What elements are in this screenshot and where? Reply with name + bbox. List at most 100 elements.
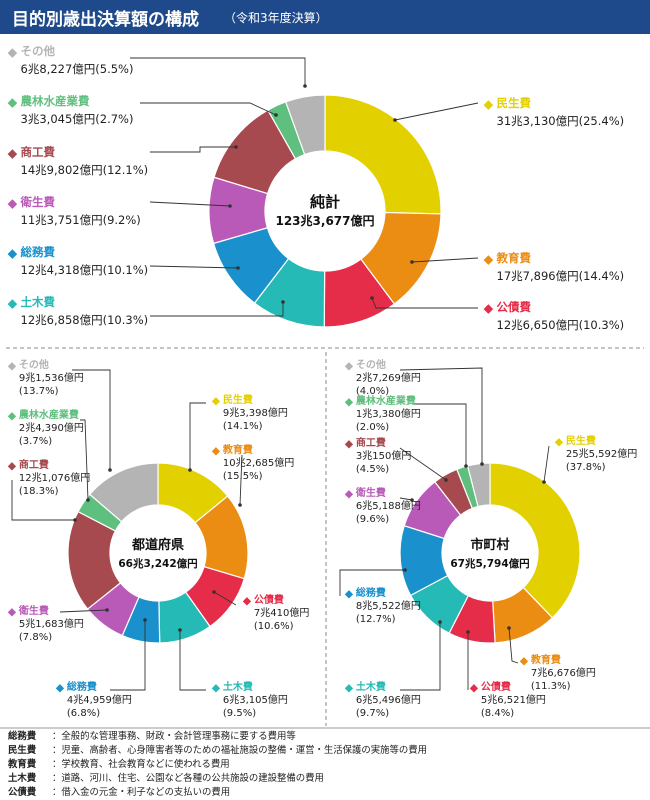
label-amount: 1兆3,380億円 [356,407,421,420]
center-total: 66兆3,242億円 [118,557,197,570]
leader-line-norin [412,403,467,466]
label-name: 教育費 [222,443,253,456]
slice-minsei [489,462,581,619]
leader-dot [281,300,285,304]
label-name: 農林水産業費 [356,394,416,407]
label-amount-percent: 11兆3,751億円(9.2%) [21,213,141,227]
label-minsei: 民生費 31兆3,130億円(25.4%) [483,96,625,128]
footnote-row: 総務費 ：全般的な管理事務、財政・会計管理事務に要する費用等 [8,731,296,742]
leader-dot [212,590,216,594]
leader-line-somu [110,620,146,691]
label-name: 民生費 [566,434,596,447]
diamond-icon [519,657,529,666]
leader-dot [507,626,511,630]
leader-dot [403,568,407,572]
leader-line-eisei [399,497,413,501]
diamond-icon [7,608,17,617]
label-norin: 農林水産業費 3兆3,045億円(2.7%) [7,94,134,126]
label-name: 総務費 [356,586,386,599]
label-name: 総務費 [21,245,56,259]
center-title: 純計 [310,193,340,211]
title-bar: 目的別歳出決算額の構成 （令和3年度決算） [0,0,650,34]
leader-dot [480,462,484,466]
leader-line-shoko [150,146,236,153]
label-percent: (18.3%) [19,486,59,497]
diamond-icon [7,199,18,209]
leader-dot [228,204,232,208]
label-name: 公債費 [497,300,532,314]
leader-line-kyoiku [411,257,479,263]
label-amount: 3兆150億円 [356,449,411,462]
leader-dot [410,498,414,502]
label-name: 民生費 [497,96,532,110]
leader-line-minsei [394,102,479,121]
label-amount-percent: 3兆3,045億円(2.7%) [21,112,134,126]
label-name: 商工費 [356,436,386,449]
label-percent: (4.5%) [356,464,389,475]
footnote-row: 公債費 ：借入金の元金・利子などの支払いの費用 [8,787,231,798]
leader-line-somu [339,569,405,596]
diamond-icon [344,590,354,599]
label-percent: (3.7%) [19,436,52,447]
label-amount: 2兆4,390億円 [19,421,84,434]
leader-dot [438,620,442,624]
leader-line-kosai [371,297,478,309]
leader-line-somu [149,265,239,269]
label-amount: 12兆1,076億円 [19,471,90,484]
label-percent: (9.6%) [356,514,389,525]
label-name: 衛生費 [18,604,49,617]
label-amount: 6兆5,496億円 [356,693,421,706]
leader-line-shoko [399,447,447,481]
label-amount-percent: 6兆8,227億円(5.5%) [21,62,134,76]
label-name: 商工費 [19,458,49,471]
leader-line-sonota [130,57,306,86]
donut-charts: 純計123兆3,677億円民生費31兆3,130億円(25.4%)教育費17兆7… [0,44,650,729]
center-total: 123兆3,677億円 [275,213,374,228]
label-amount-percent: 31兆3,130億円(25.4%) [497,114,625,128]
label-percent: (9.7%) [356,708,389,719]
leader-line-norin [80,419,89,501]
diamond-icon [7,362,17,371]
label-eisei: 衛生費 11兆3,751億円(9.2%) [7,195,141,227]
diamond-icon [55,684,65,693]
label-kosai: 公債費 12兆6,650億円(10.3%) [483,300,625,332]
footnote-row: 土木費 ：道路、河川、住宅、公園など各種の公共施設の建設整備の費用 [8,773,324,784]
label-name: 公債費 [481,680,511,693]
leader-dot [188,468,192,472]
donut-chart-1: 純計 123兆3,677億円 民生費 31兆3,130億円(25.4%) 教育費 17兆7… [7,44,625,332]
label-name: 土木費 [356,680,386,693]
label-kyoiku: 教育費 17兆7,896億円(14.4%) [483,251,624,283]
slice-sonota [284,94,326,156]
label-amount-percent: 12兆4,318億円(10.1%) [21,263,149,277]
label-amount: 2兆7,269億円 [356,371,421,384]
leader-line-minsei [543,445,550,483]
diamond-icon [483,255,494,265]
slice-sonota [88,462,159,523]
diamond-icon [7,149,18,159]
footnotes: 総務費 ：全般的な管理事務、財政・会計管理事務に要する費用等 民生費 ：児童、高齢者… [8,730,644,800]
leader-line-kyoiku [239,454,243,506]
footnote-row: 教育費 ：学校教育、社会教育などに使われる費用 [8,759,230,770]
label-name: 衛生費 [355,486,386,499]
diamond-icon [7,299,18,309]
label-amount: 7兆6,676億円 [531,666,596,679]
leader-line-kosai [213,591,237,606]
label-amount-percent: 12兆6,650億円(10.3%) [497,318,625,332]
leader-dot [105,608,109,612]
label-name: 土木費 [21,295,56,309]
page-subtitle: （令和3年度決算） [224,11,328,25]
diamond-icon [7,98,18,108]
label-amount: 5兆6,521億円 [481,693,546,706]
